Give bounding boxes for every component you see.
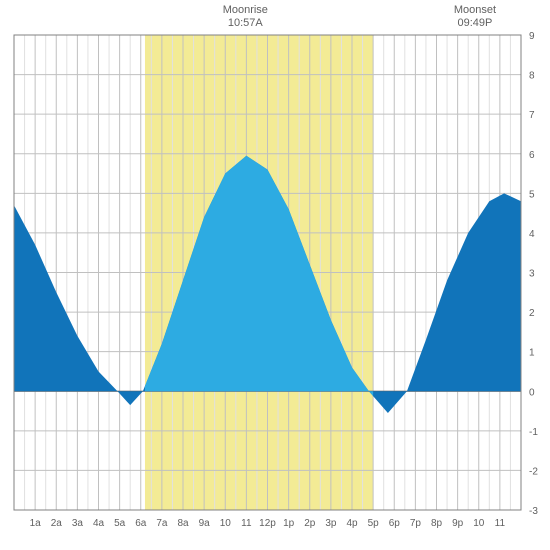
chart-svg: -3 -2 -1 0 1 2 3 4 5 6 7 8 9 1a 2a 3a 4a 5a 6a 7a 8a 9a 10 11 12… xyxy=(0,0,550,550)
svg-text:1p: 1p xyxy=(283,518,295,529)
svg-text:11: 11 xyxy=(241,518,252,529)
svg-text:10: 10 xyxy=(220,518,232,529)
svg-text:8p: 8p xyxy=(431,518,443,529)
svg-text:3p: 3p xyxy=(325,518,337,529)
svg-text:4p: 4p xyxy=(346,518,358,529)
svg-text:7a: 7a xyxy=(156,518,168,529)
svg-text:0: 0 xyxy=(529,387,535,398)
svg-text:5a: 5a xyxy=(114,518,126,529)
svg-text:10: 10 xyxy=(473,518,485,529)
svg-text:2p: 2p xyxy=(304,518,316,529)
svg-text:1a: 1a xyxy=(30,518,42,529)
svg-text:3: 3 xyxy=(529,269,535,280)
svg-text:-3: -3 xyxy=(529,506,538,517)
svg-text:9p: 9p xyxy=(452,518,464,529)
svg-text:6: 6 xyxy=(529,150,535,161)
svg-text:5: 5 xyxy=(529,189,535,200)
svg-text:7: 7 xyxy=(529,110,535,121)
svg-text:9a: 9a xyxy=(199,518,211,529)
svg-text:5p: 5p xyxy=(368,518,380,529)
svg-text:8a: 8a xyxy=(177,518,189,529)
svg-text:-2: -2 xyxy=(529,466,538,477)
svg-text:2: 2 xyxy=(529,308,535,319)
svg-text:3a: 3a xyxy=(72,518,84,529)
svg-text:1: 1 xyxy=(529,348,535,359)
svg-text:-1: -1 xyxy=(529,427,538,438)
svg-text:4a: 4a xyxy=(93,518,105,529)
svg-text:6a: 6a xyxy=(135,518,147,529)
svg-text:7p: 7p xyxy=(410,518,422,529)
svg-text:8: 8 xyxy=(529,71,535,82)
svg-text:4: 4 xyxy=(529,229,535,240)
svg-text:11: 11 xyxy=(495,518,506,529)
svg-text:6p: 6p xyxy=(389,518,401,529)
svg-text:2a: 2a xyxy=(51,518,63,529)
tide-chart: Moonrise 10:57A Moonset 09:49P -3-2-1012… xyxy=(0,0,550,550)
svg-text:12p: 12p xyxy=(259,518,276,529)
svg-text:9: 9 xyxy=(529,31,535,42)
